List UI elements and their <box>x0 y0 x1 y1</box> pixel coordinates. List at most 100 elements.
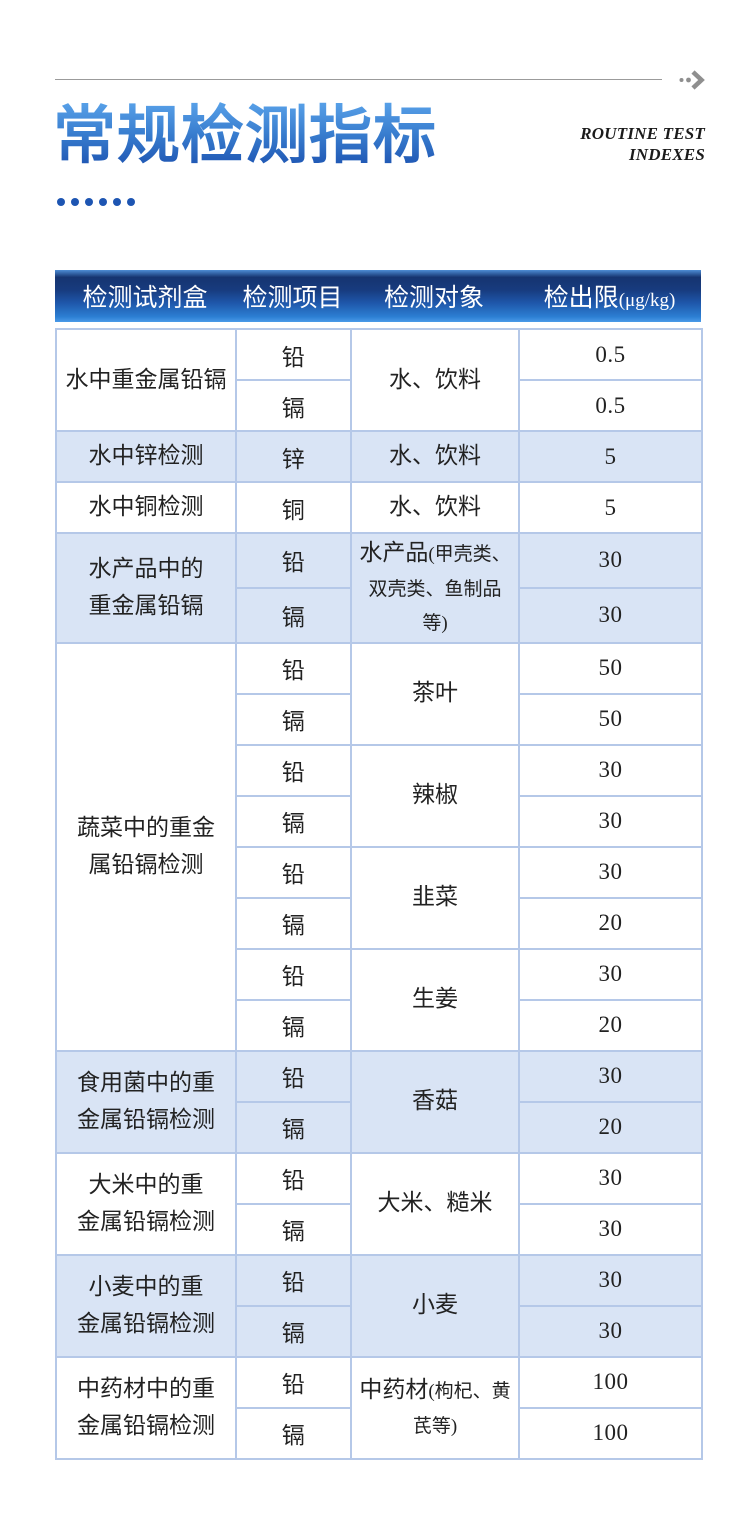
test-object-name: 辣椒 <box>412 782 458 808</box>
chevron-right-icon <box>679 70 705 90</box>
table-row: 镉 100 <box>56 1406 703 1460</box>
test-object-name: 茶叶 <box>412 680 458 706</box>
table-row: 镉 20 <box>56 998 703 1052</box>
column-header-label: 检测试剂盒 <box>82 285 208 312</box>
test-object-cell: 小麦 <box>350 1253 520 1358</box>
test-object-note: (甲壳类、双壳类、鱼制品等) <box>368 544 511 634</box>
detection-table: 水中重金属铅镉铅水、饮料 0.5 镉 0.5 水中锌检测锌水、饮料 5 水中铜检测铜水、饮料… <box>55 328 703 1460</box>
test-object-cell: 中药材(枸杞、黄芪等) <box>350 1355 520 1460</box>
table-row: 镉 20 <box>56 1100 703 1154</box>
test-object-cell: 水、饮料 <box>350 430 520 483</box>
detection-limit-cell: 30 <box>518 743 703 797</box>
detection-limit-cell: 5 <box>518 481 703 534</box>
detection-limit-cell: 30 <box>518 1202 703 1256</box>
column-header-kit: 检测试剂盒 <box>55 278 235 314</box>
table-row: 镉 0.5 <box>56 379 703 432</box>
test-item-cell: 锌 <box>235 430 352 483</box>
kit-name-cell: 中药材中的重 金属铅镉检测 <box>55 1355 237 1460</box>
kit-name-cell: 蔬菜中的重金 属铅镉检测 <box>55 641 237 1052</box>
table-row: 中药材中的重 金属铅镉检测铅中药材(枸杞、黄芪等) 100 <box>55 1355 703 1460</box>
dot <box>127 198 135 206</box>
test-item-cell: 镉 <box>235 379 352 432</box>
test-item-cell: 铅 <box>235 1355 352 1409</box>
column-header-unit: (μg/kg) <box>618 290 676 311</box>
detection-limit-cell: 30 <box>518 1151 703 1205</box>
detection-limit-cell: 0.5 <box>518 379 703 432</box>
table-row: 镉 30 <box>56 586 703 644</box>
table-row: 蔬菜中的重金 属铅镉检测铅 茶叶 50 <box>55 641 703 1052</box>
test-object-name: 中药材 <box>359 1377 429 1402</box>
page-title: 常规检测指标 <box>53 101 437 171</box>
table-row: 水产品中的 重金属铅镉铅水产品(甲壳类、双壳类、鱼制品等) 30 <box>55 532 703 644</box>
column-header-label: 检测对象 <box>383 285 484 312</box>
test-object-cell: 韭菜 <box>350 845 520 950</box>
test-item-cell: 镉 <box>235 794 352 848</box>
column-header-item: 检测项目 <box>235 278 350 314</box>
detection-limit-cell: 20 <box>518 998 703 1052</box>
table-row: 镉 20 <box>56 896 703 950</box>
dot <box>71 198 79 206</box>
table-row: 镉 30 <box>56 794 703 848</box>
detection-limit-cell: 50 <box>518 641 703 695</box>
detection-limit-cell: 100 <box>518 1406 703 1460</box>
dot <box>57 198 65 206</box>
table-row: 镉 30 <box>56 1202 703 1256</box>
dot <box>113 198 121 206</box>
test-item-cell: 铅 <box>235 328 352 381</box>
detection-limit-cell: 30 <box>518 794 703 848</box>
test-object-cell: 大米、糙米 <box>350 1151 520 1256</box>
table-row: 小麦中的重 金属铅镉检测铅小麦 30 <box>55 1253 703 1358</box>
kit-name-cell: 食用菌中的重 金属铅镉检测 <box>55 1049 237 1154</box>
detection-limit-cell: 0.5 <box>518 328 703 381</box>
column-header-object: 检测对象 <box>350 278 518 314</box>
table-row: 水中铜检测铜 水、饮料 5 <box>55 481 703 534</box>
test-object-name: 小麦 <box>412 1292 458 1318</box>
top-divider <box>55 68 708 92</box>
kit-name-cell: 小麦中的重 金属铅镉检测 <box>55 1253 237 1358</box>
test-item-cell: 镉 <box>235 998 352 1052</box>
table-row: 铅生姜 30 <box>56 947 703 1052</box>
detection-limit-cell: 20 <box>518 1100 703 1154</box>
test-item-cell: 镉 <box>235 1304 352 1358</box>
dot <box>99 198 107 206</box>
test-item-cell: 铅 <box>235 1049 352 1103</box>
test-object-cell: 辣椒 <box>350 743 520 848</box>
column-header-label: 检测项目 <box>242 285 343 312</box>
test-object-cell: 香菇 <box>350 1049 520 1154</box>
test-object-name: 水、饮料 <box>389 494 481 520</box>
detection-limit-cell: 20 <box>518 896 703 950</box>
test-item-cell: 铅 <box>235 743 352 797</box>
test-item-cell: 铅 <box>235 532 352 589</box>
test-item-cell: 镉 <box>235 1406 352 1460</box>
kit-name-cell: 水产品中的 重金属铅镉 <box>55 532 237 644</box>
test-object-name: 韭菜 <box>412 884 458 910</box>
table-row: 铅辣椒 30 <box>56 743 703 848</box>
test-item-cell: 铅 <box>235 947 352 1001</box>
test-object-cell: 茶叶 <box>350 641 520 746</box>
test-object-name: 水产品 <box>359 540 429 565</box>
test-object-note: (枸杞、黄芪等) <box>412 1381 511 1437</box>
table-row: 水中锌检测锌 水、饮料 5 <box>55 430 703 483</box>
detection-limit-cell: 30 <box>518 1049 703 1103</box>
table-row: 镉 50 <box>56 692 703 746</box>
test-object-name: 香菇 <box>412 1088 458 1114</box>
detection-limit-cell: 50 <box>518 692 703 746</box>
detection-limit-cell: 30 <box>518 586 703 644</box>
kit-name-cell: 水中锌检测 <box>55 430 237 483</box>
test-object-cell: 水产品(甲壳类、双壳类、鱼制品等) <box>350 532 520 644</box>
divider-line <box>55 79 662 80</box>
test-item-cell: 镉 <box>235 1100 352 1154</box>
subtitle-line-2: INDEXES <box>628 144 705 164</box>
title-dots <box>57 198 135 206</box>
test-object-cell: 水、饮料 <box>350 481 520 534</box>
kit-name-cell: 大米中的重 金属铅镉检测 <box>55 1151 237 1256</box>
column-header-label: 检出限 <box>543 285 619 312</box>
detection-limit-cell: 100 <box>518 1355 703 1409</box>
detection-limit-cell: 5 <box>518 430 703 483</box>
page-subtitle-en: ROUTINE TEST INDEXES <box>580 124 705 165</box>
subtitle-line-1: ROUTINE TEST <box>580 124 705 143</box>
dot <box>85 198 93 206</box>
detection-limit-cell: 30 <box>518 845 703 899</box>
test-item-cell: 铅 <box>235 1151 352 1205</box>
detection-limit-cell: 30 <box>518 532 703 589</box>
